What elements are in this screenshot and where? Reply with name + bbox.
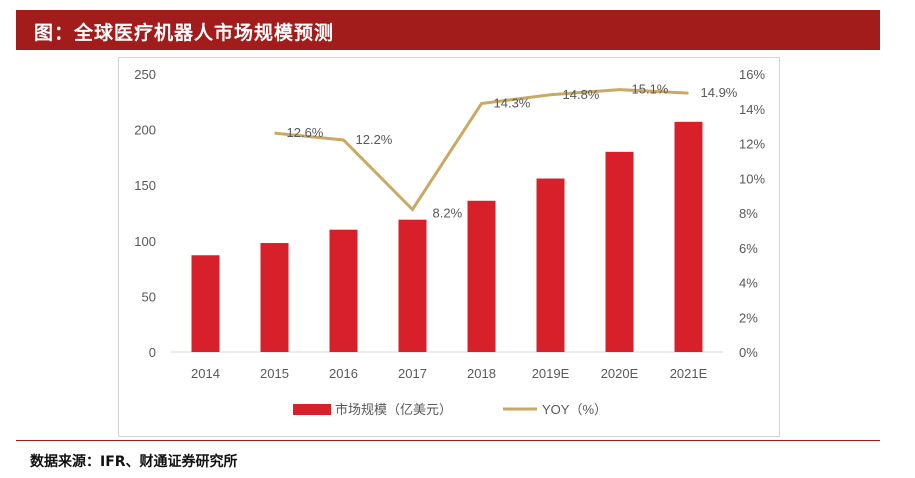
x-tick-label: 2020E [601, 366, 639, 381]
yoy-data-label: 12.2% [356, 132, 393, 147]
title-bar: 图：全球医疗机器人市场规模预测 [16, 10, 880, 50]
right-axis-tick-label: 10% [739, 171, 765, 186]
left-axis-tick-label: 250 [134, 67, 156, 82]
right-axis-tick-label: 14% [739, 102, 765, 117]
right-axis-tick-label: 6% [739, 241, 758, 256]
x-axis-ticks: 2014 2015 2016 2017 2018 2019E 2020E 2021E [191, 366, 708, 381]
left-axis-tick-label: 0 [149, 345, 156, 360]
yoy-line [274, 88, 689, 212]
left-axis-tick-label: 150 [134, 178, 156, 193]
right-axis-tick-label: 16% [739, 67, 765, 82]
right-axis-tick-label: 0% [739, 345, 758, 360]
x-tick-label: 2017 [398, 366, 427, 381]
right-axis-tick-label: 8% [739, 206, 758, 221]
bar-series [191, 121, 703, 352]
bar-2020E [605, 151, 634, 352]
chart-frame: 0 50 100 150 200 250 0% 2% 4% 6% 8% 10% 12% 14% 16% 1… [118, 57, 780, 437]
yoy-data-label: 15.1% [632, 82, 669, 97]
yoy-data-label: 14.8% [563, 87, 600, 102]
legend-line-label: YOY（%） [542, 402, 607, 417]
source-note: 数据来源：IFR、财通证券研究所 [30, 454, 238, 470]
left-axis-tick-label: 200 [134, 123, 156, 138]
bar-2018 [467, 200, 496, 352]
x-tick-label: 2021E [670, 366, 708, 381]
bar-2019E [536, 178, 565, 352]
yoy-data-label: 12.6% [287, 125, 324, 140]
x-tick-label: 2019E [532, 366, 570, 381]
right-axis-ticks: 0% 2% 4% 6% 8% 10% 12% 14% 16% [739, 67, 765, 360]
page-title: 图：全球医疗机器人市场规模预测 [34, 22, 335, 44]
yoy-data-label: 8.2% [433, 206, 463, 221]
combo-chart: 0 50 100 150 200 250 0% 2% 4% 6% 8% 10% 12% 14% 16% 1… [134, 67, 765, 417]
left-axis-tick-label: 100 [134, 234, 156, 249]
bar-2017 [398, 219, 427, 352]
left-axis-tick-label: 50 [142, 289, 156, 304]
bottom-rule [16, 440, 880, 441]
yoy-data-label: 14.9% [701, 85, 738, 100]
legend-bar-label: 市场规模（亿美元） [335, 402, 452, 417]
yoy-data-label: 14.3% [494, 96, 531, 111]
legend: 市场规模（亿美元） YOY（%） [293, 402, 607, 417]
x-tick-label: 2016 [329, 366, 358, 381]
left-axis-ticks: 0 50 100 150 200 250 [134, 67, 156, 360]
right-axis-tick-label: 12% [739, 137, 765, 152]
bar-2016 [329, 229, 358, 352]
line-series: 12.6% 12.2% 8.2% 14.3% 14.8% 15.1% 14.9% [274, 82, 738, 221]
x-tick-label: 2018 [467, 366, 496, 381]
x-tick-label: 2014 [191, 366, 220, 381]
x-tick-label: 2015 [260, 366, 289, 381]
bar-2014 [191, 255, 220, 352]
right-axis-tick-label: 2% [739, 310, 758, 325]
bar-2015 [260, 243, 289, 352]
right-axis-tick-label: 4% [739, 276, 758, 291]
bar-2021E [674, 121, 703, 352]
legend-bar-swatch [293, 404, 331, 415]
